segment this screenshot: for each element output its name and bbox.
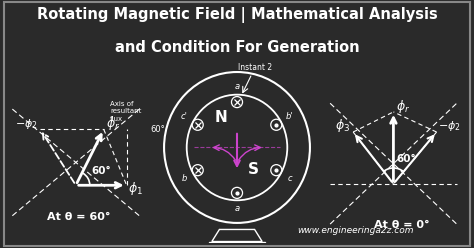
Text: Axis of
resultant
flux: Axis of resultant flux <box>110 100 142 122</box>
Text: $\phi_r$: $\phi_r$ <box>396 98 410 115</box>
Text: At θ = 60°: At θ = 60° <box>46 212 110 221</box>
Text: S: S <box>247 162 259 177</box>
Polygon shape <box>212 229 262 242</box>
Ellipse shape <box>187 95 287 200</box>
Text: 60°: 60° <box>150 125 165 134</box>
Text: c': c' <box>181 112 188 121</box>
Polygon shape <box>210 242 264 248</box>
Text: $-\phi_2$: $-\phi_2$ <box>15 117 38 131</box>
Text: b: b <box>182 174 187 183</box>
Text: 60°: 60° <box>91 166 111 176</box>
Text: N: N <box>215 110 227 125</box>
Text: www.engineeringa2z.com: www.engineeringa2z.com <box>297 226 414 235</box>
Text: 60°: 60° <box>397 154 417 164</box>
Text: $\phi_r$: $\phi_r$ <box>106 115 120 132</box>
Text: $\phi_3$: $\phi_3$ <box>335 117 350 134</box>
Text: c: c <box>288 174 292 183</box>
Ellipse shape <box>164 72 310 223</box>
Text: and Condition For Generation: and Condition For Generation <box>115 40 359 55</box>
Text: Instant 2: Instant 2 <box>237 62 272 71</box>
Text: a: a <box>235 82 239 91</box>
Text: a: a <box>235 204 239 213</box>
Text: At θ = 0°: At θ = 0° <box>374 220 430 230</box>
Text: $-\phi_2$: $-\phi_2$ <box>438 119 461 133</box>
Text: Rotating Magnetic Field | Mathematical Analysis: Rotating Magnetic Field | Mathematical A… <box>36 7 438 24</box>
Text: b': b' <box>286 112 294 121</box>
Text: $\phi_1$: $\phi_1$ <box>128 180 143 197</box>
